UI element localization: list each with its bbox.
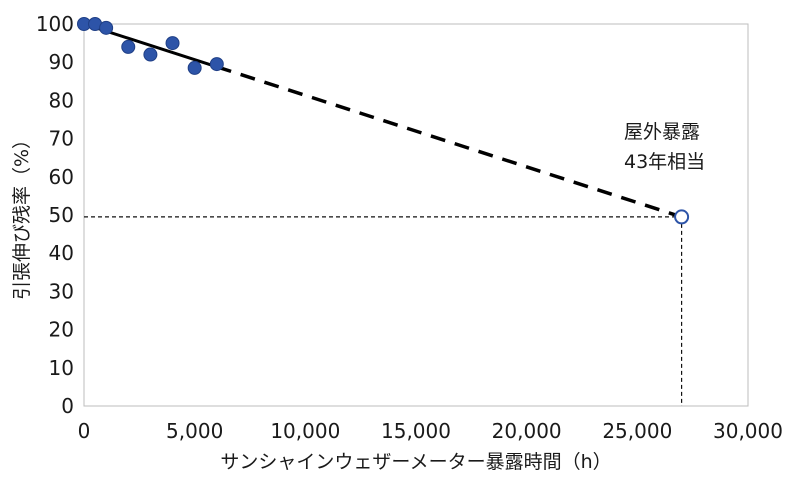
y-tick-label: 100 xyxy=(36,12,74,36)
fit-line-extrapolation xyxy=(216,65,683,219)
data-point xyxy=(165,36,180,51)
data-point xyxy=(99,20,114,35)
x-tick-label: 10,000 xyxy=(270,419,340,443)
y-tick-label: 30 xyxy=(49,279,74,303)
data-point xyxy=(187,60,202,75)
fit-line xyxy=(83,22,683,219)
y-tick-label: 40 xyxy=(49,241,74,265)
extrapolated-point xyxy=(674,209,690,225)
annotation-line-1: 屋外暴露 xyxy=(624,121,700,143)
x-tick-label: 5,000 xyxy=(166,419,223,443)
y-axis-ticks: 0 10 20 30 40 50 60 70 80 90 100 xyxy=(36,12,74,418)
y-axis-title: 引張伸び残率（%） xyxy=(11,130,33,300)
x-tick-label: 0 xyxy=(78,419,91,443)
data-point xyxy=(121,39,136,54)
y-tick-label: 80 xyxy=(49,88,74,112)
data-point xyxy=(209,57,224,72)
x-tick-label: 25,000 xyxy=(602,419,672,443)
x-tick-label: 15,000 xyxy=(381,419,451,443)
y-tick-label: 90 xyxy=(49,50,74,74)
y-tick-label: 20 xyxy=(49,318,74,342)
y-tick-label: 60 xyxy=(49,165,74,189)
annotation-line-2: 43年相当 xyxy=(624,151,705,173)
y-tick-label: 0 xyxy=(61,394,74,418)
data-points xyxy=(77,17,690,225)
data-point xyxy=(143,47,158,62)
x-axis-title: サンシャインウェザーメーター暴露時間（h） xyxy=(220,451,611,473)
plot-frame xyxy=(83,23,749,407)
y-tick-label: 70 xyxy=(49,127,74,151)
y-tick-label: 50 xyxy=(49,203,74,227)
x-axis-ticks: 0 5,000 10,000 15,000 20,000 25,000 30,000 xyxy=(78,419,783,443)
guide-lines xyxy=(84,216,683,406)
x-tick-label: 30,000 xyxy=(713,419,783,443)
x-tick-label: 20,000 xyxy=(492,419,562,443)
y-tick-label: 10 xyxy=(49,356,74,380)
